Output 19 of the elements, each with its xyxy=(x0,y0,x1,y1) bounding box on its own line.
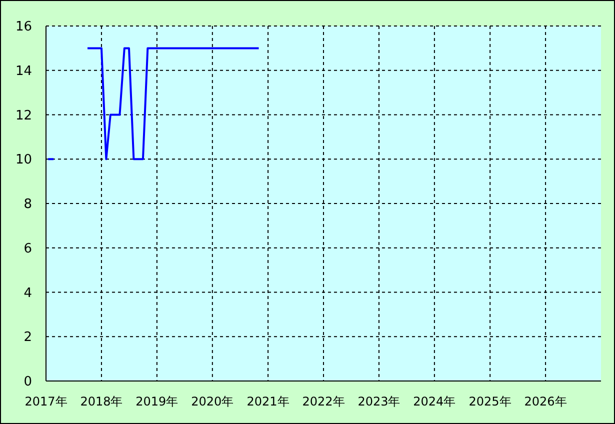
x-tick-label: 2020年 xyxy=(191,394,234,409)
x-tick-label: 2024年 xyxy=(413,394,456,409)
x-tick-label: 2021年 xyxy=(246,394,290,409)
y-tick-label: 14 xyxy=(15,64,32,79)
y-tick-label: 8 xyxy=(24,197,32,212)
x-tick-label: 2022年 xyxy=(302,394,345,409)
y-tick-label: 12 xyxy=(15,108,32,124)
y-tick-label: 2 xyxy=(24,330,32,346)
x-tick-label: 2026年 xyxy=(524,394,567,409)
x-tick-label: 2017年 xyxy=(24,394,68,409)
y-tick-label: 10 xyxy=(15,152,32,168)
y-tick-label: 4 xyxy=(24,286,32,301)
x-tick-label: 2023年 xyxy=(358,394,400,409)
y-tick-label: 0 xyxy=(24,374,32,390)
x-tick-label: 2019年 xyxy=(136,394,178,409)
y-tick-label: 16 xyxy=(15,20,32,35)
y-tick-label: 6 xyxy=(24,241,32,256)
x-tick-label: 2018年 xyxy=(80,394,123,409)
x-tick-label: 2025年 xyxy=(468,394,512,409)
